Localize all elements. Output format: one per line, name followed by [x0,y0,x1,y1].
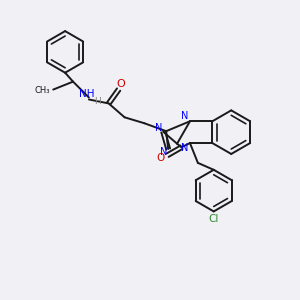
Text: N: N [154,123,162,133]
Text: N: N [181,143,189,153]
Text: NH: NH [79,88,95,98]
Text: H: H [94,97,101,106]
Text: Cl: Cl [208,214,219,224]
Text: O: O [116,79,125,88]
Text: N: N [160,147,167,157]
Text: CH₃: CH₃ [35,86,50,95]
Text: N: N [181,111,189,121]
Text: O: O [157,153,165,163]
